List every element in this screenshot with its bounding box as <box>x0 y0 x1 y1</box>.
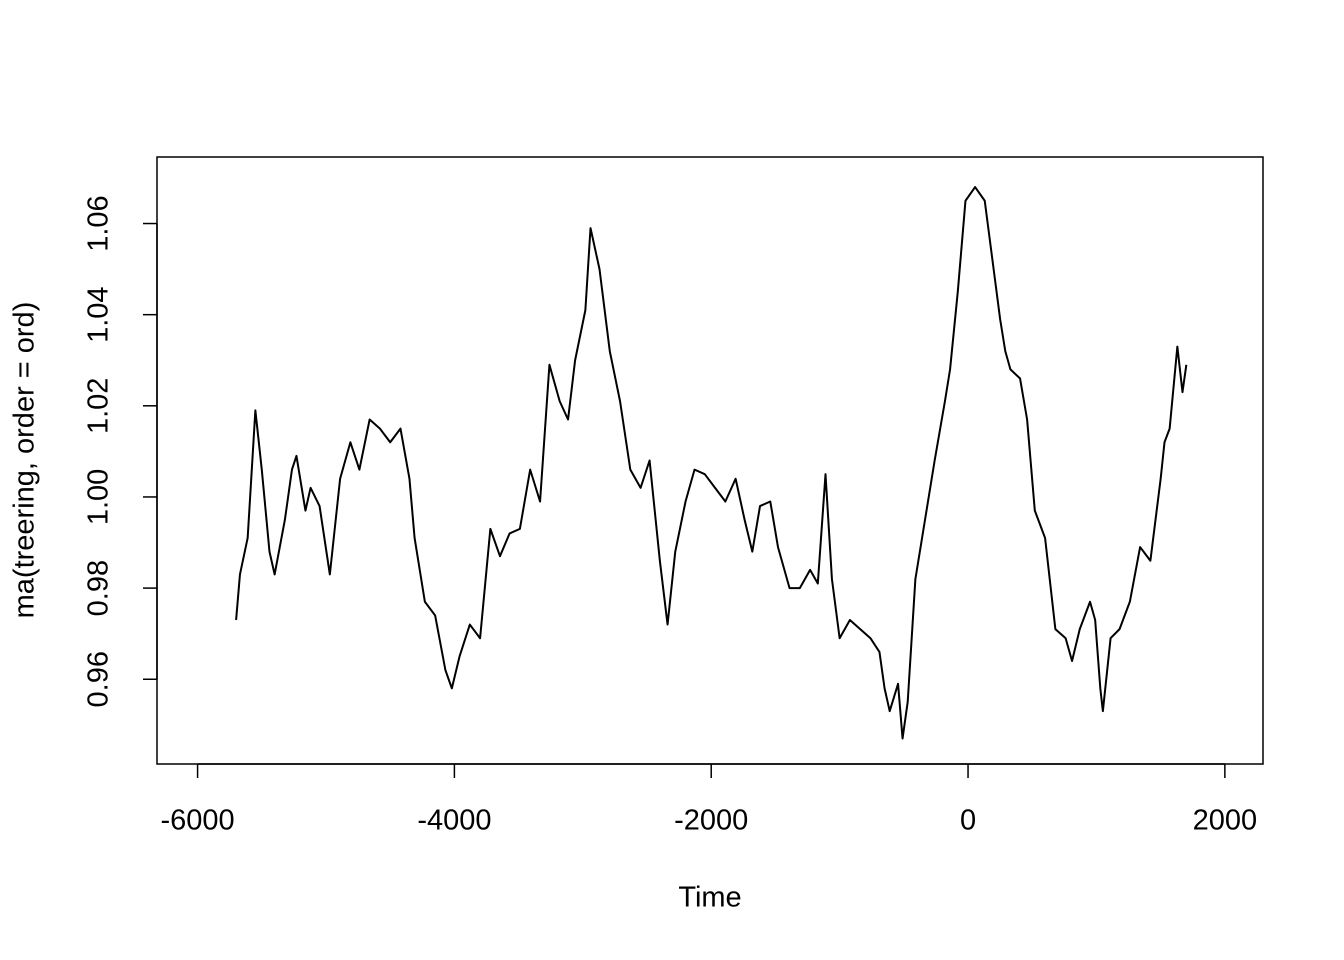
plot-box <box>156 156 1264 765</box>
x-axis-label: Time <box>678 882 741 914</box>
y-axis-label: ma(treering, order = ord) <box>9 302 41 619</box>
y-tick-label: 1.00 <box>83 469 115 525</box>
x-tick-label: 0 <box>960 805 976 837</box>
data-line <box>235 186 1188 740</box>
y-tick-label: 0.98 <box>83 560 115 616</box>
x-tick-label: -4000 <box>417 805 491 837</box>
x-tick-label: -6000 <box>160 805 234 837</box>
x-tick-label: -2000 <box>674 805 748 837</box>
y-tick-label: 1.04 <box>83 286 115 342</box>
x-tick-label: 2000 <box>1193 805 1258 837</box>
y-tick-label: 1.06 <box>83 195 115 251</box>
y-tick-label: 0.96 <box>83 651 115 707</box>
y-tick-label: 1.02 <box>83 378 115 434</box>
